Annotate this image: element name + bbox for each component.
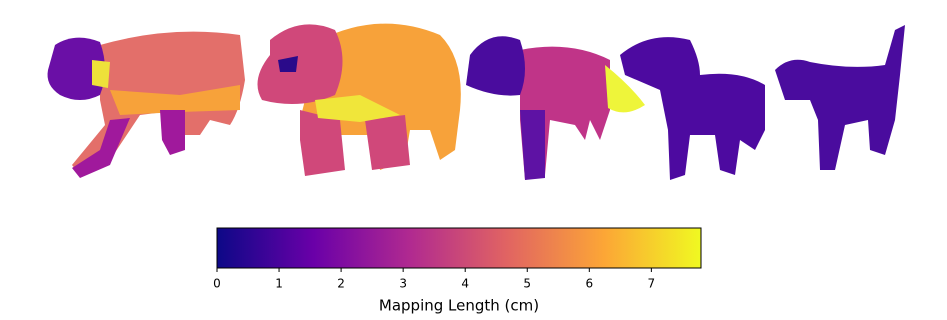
colorbar-label: Mapping Length (cm) bbox=[379, 297, 539, 315]
x-tick-label: 1 bbox=[275, 277, 283, 291]
x-tick-label: 4 bbox=[461, 277, 469, 291]
colorbar bbox=[216, 227, 702, 269]
tiger bbox=[47, 31, 245, 178]
x-tick-label: 3 bbox=[399, 277, 407, 291]
bear bbox=[257, 23, 461, 176]
dog bbox=[620, 37, 765, 181]
x-tick-label: 2 bbox=[337, 277, 345, 291]
x-tick-label: 7 bbox=[648, 277, 656, 291]
animal-renders bbox=[47, 23, 905, 181]
x-tick-label: 0 bbox=[213, 277, 221, 291]
x-tick-label: 6 bbox=[585, 277, 593, 291]
fox bbox=[466, 36, 645, 180]
x-tick-label: 5 bbox=[523, 277, 531, 291]
cat bbox=[775, 25, 905, 170]
